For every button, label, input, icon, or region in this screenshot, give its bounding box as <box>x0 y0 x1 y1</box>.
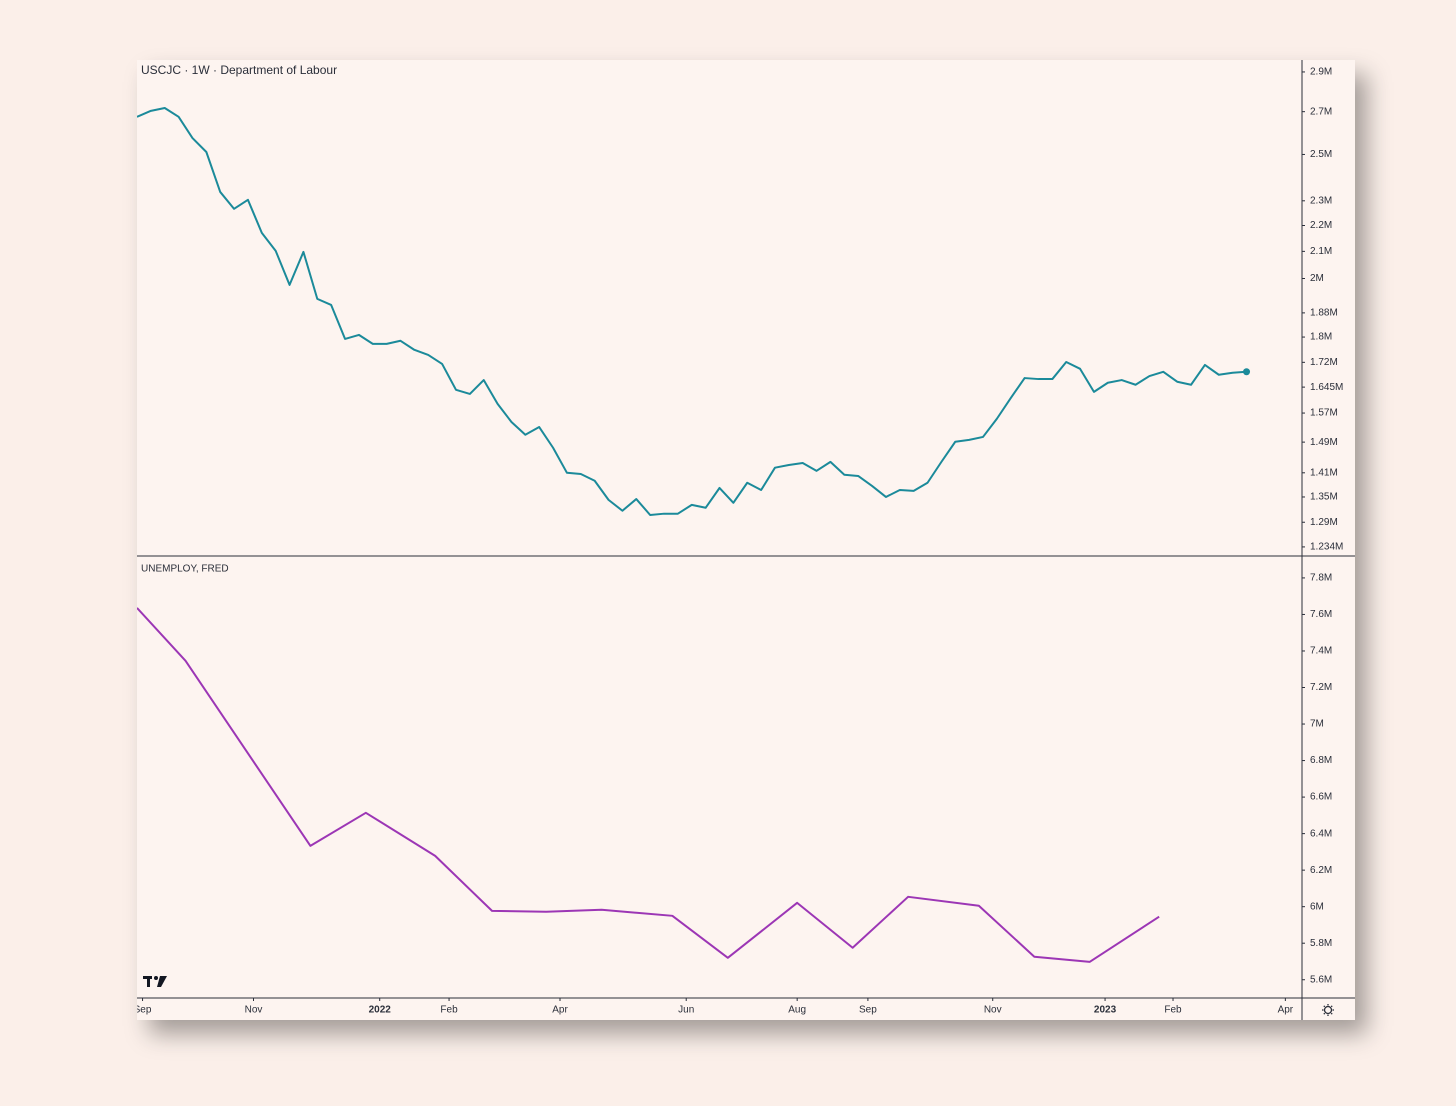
y-tick-label: 7.4M <box>1310 646 1332 657</box>
y-tick-label: 6.2M <box>1310 865 1332 876</box>
y-tick-label: 1.72M <box>1310 357 1338 368</box>
chart-card <box>137 60 1355 1020</box>
y-tick-label: 2.3M <box>1310 195 1332 206</box>
series-line <box>137 106 1247 516</box>
x-tick-label: Apr <box>1278 1005 1294 1016</box>
y-tick-label: 2.2M <box>1310 220 1332 231</box>
pane-title: USCJC · 1W · Department of Labour <box>141 63 337 77</box>
x-tick-label: Nov <box>245 1005 263 1016</box>
x-tick-label: Feb <box>1164 1005 1182 1016</box>
y-tick-label: 2.9M <box>1310 67 1332 78</box>
y-tick-label: 5.6M <box>1310 974 1332 985</box>
y-tick-label: 1.8M <box>1310 332 1332 343</box>
settings-icon[interactable] <box>1322 1004 1334 1016</box>
y-tick-label: 7M <box>1310 719 1324 730</box>
x-tick-label: 2022 <box>369 1005 392 1016</box>
y-tick-label: 6.8M <box>1310 755 1332 766</box>
y-tick-label: 1.234M <box>1310 542 1343 553</box>
y-tick-label: 1.88M <box>1310 308 1338 319</box>
x-tick-label: Aug <box>788 1005 806 1016</box>
last-point <box>1243 368 1251 376</box>
y-tick-label: 1.41M <box>1310 467 1338 478</box>
pane-title: UNEMPLOY, FRED <box>141 564 229 575</box>
x-tick-label: Sep <box>859 1005 877 1016</box>
y-tick-label: 7.8M <box>1310 573 1332 584</box>
x-tick-label: 2023 <box>1094 1005 1117 1016</box>
y-tick-label: 1.645M <box>1310 382 1343 393</box>
y-tick-label: 2M <box>1310 273 1324 284</box>
y-tick-label: 6.6M <box>1310 792 1332 803</box>
x-tick-label: Apr <box>552 1005 568 1016</box>
y-tick-label: 5.8M <box>1310 938 1332 949</box>
x-tick-label: Feb <box>440 1005 458 1016</box>
x-tick-label: Sep <box>134 1005 152 1016</box>
y-tick-label: 1.29M <box>1310 517 1338 528</box>
y-tick-label: 7.6M <box>1310 609 1332 620</box>
y-tick-label: 1.49M <box>1310 437 1338 448</box>
series-line <box>137 607 1160 963</box>
plot-area: Sep Nov 2022 Feb Apr Jun Aug Sep Nov 2023 Feb Apr <box>134 106 1294 1016</box>
y-tick-label: 7.2M <box>1310 682 1332 693</box>
y-tick-label: 2.1M <box>1310 246 1332 257</box>
y-tick-label: 1.57M <box>1310 408 1338 419</box>
y-tick-label: 2.5M <box>1310 149 1332 160</box>
logo <box>143 976 167 987</box>
x-tick-label: Nov <box>984 1005 1002 1016</box>
y-tick-label: 6M <box>1310 901 1324 912</box>
y-tick-label: 2.7M <box>1310 106 1332 117</box>
x-tick-label: Jun <box>678 1005 694 1016</box>
y-tick-label: 1.35M <box>1310 492 1338 503</box>
y-tick-label: 6.4M <box>1310 828 1332 839</box>
